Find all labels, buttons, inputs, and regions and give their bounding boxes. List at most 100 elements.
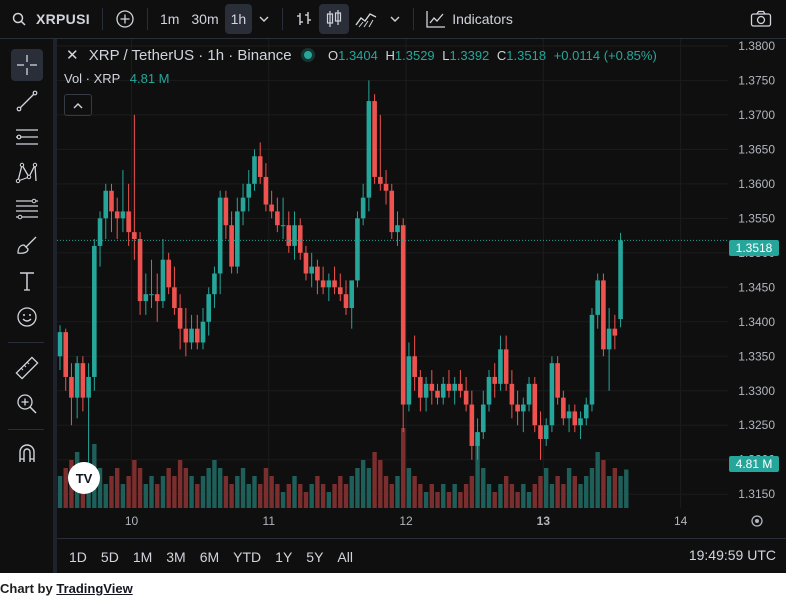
volume-bar	[115, 468, 120, 508]
tradingview-logo[interactable]: TV	[68, 462, 100, 494]
brush-tool-button[interactable]	[11, 229, 43, 261]
candle-body	[120, 211, 126, 219]
candle-body	[400, 225, 406, 405]
candle-body	[343, 294, 349, 308]
range-1d[interactable]: 1D	[69, 548, 87, 565]
range-ytd[interactable]: YTD	[233, 548, 262, 565]
volume-bar	[595, 452, 600, 508]
zoom-in-tool-button[interactable]	[11, 388, 43, 420]
volume-bar	[57, 476, 63, 508]
tradingview-link[interactable]: TradingView	[56, 581, 133, 596]
y-tick-label: 1.3450	[738, 280, 775, 294]
axis-settings-button[interactable]	[751, 515, 763, 527]
emoji-tool-button[interactable]	[11, 301, 43, 333]
range-5d[interactable]: 5D	[100, 548, 119, 565]
candle-body	[532, 383, 538, 426]
candle-body	[509, 383, 515, 405]
drawing-toolbar	[0, 39, 57, 573]
volume-bar	[217, 468, 223, 508]
volume-bar	[137, 468, 143, 508]
search-icon	[12, 12, 26, 26]
volume-bar	[515, 492, 520, 508]
chevron-down-icon	[259, 16, 269, 22]
utc-clock[interactable]: 19:49:59 UTC	[688, 547, 776, 563]
range-3m[interactable]: 3M	[166, 548, 186, 565]
volume-bar	[349, 476, 354, 508]
compare-add-button[interactable]	[109, 4, 141, 34]
range-all[interactable]: All	[337, 548, 353, 565]
trend-line-tool-button[interactable]	[11, 85, 43, 117]
candle-body	[543, 425, 549, 440]
candle-body	[280, 225, 286, 227]
indicators-button[interactable]: Indicators	[420, 4, 525, 34]
volume-bar	[435, 492, 440, 508]
volume-bar	[412, 476, 417, 508]
text-tool-button[interactable]	[11, 265, 43, 297]
legend-collapse-button[interactable]	[64, 94, 92, 116]
candle-body	[606, 328, 612, 350]
close-series-icon[interactable]: ✕	[66, 47, 79, 64]
zoom-in-icon	[17, 394, 37, 414]
candle-body	[583, 404, 589, 419]
interval-dropdown[interactable]	[252, 4, 276, 34]
ruler-tool-button[interactable]	[11, 352, 43, 384]
volume-bar	[109, 476, 114, 508]
volume-bar	[475, 444, 480, 508]
volume-bar	[303, 492, 309, 508]
volume-bar	[458, 492, 463, 508]
volume-bar	[320, 484, 326, 508]
candles-chart-type-button[interactable]	[319, 4, 350, 34]
bar-chart-type-button[interactable]	[289, 4, 319, 34]
price-chart[interactable]: 1.3800 1.3750 1.3700 1.3650 1.3600 1.3550 1.35…	[57, 39, 786, 537]
candle-body	[561, 397, 566, 419]
area-chart-type-button[interactable]	[349, 4, 383, 34]
interval-1m[interactable]: 1m	[159, 11, 180, 27]
indicators-icon	[426, 11, 446, 28]
volume-bar	[406, 468, 412, 508]
crosshair-tool-button[interactable]	[11, 49, 43, 81]
candle-body	[526, 383, 532, 405]
candle-body	[160, 259, 166, 302]
candle-body	[257, 156, 263, 177]
volume-bar	[503, 476, 509, 508]
range-5y[interactable]: 5Y	[306, 548, 324, 565]
candle-body	[212, 273, 217, 295]
y-tick-label: 1.3350	[738, 349, 775, 363]
y-tick-label: 1.3150	[738, 487, 775, 501]
volume-bar	[143, 484, 148, 508]
candle-body	[177, 307, 183, 329]
candle-body	[240, 197, 246, 212]
candle-body	[406, 356, 412, 405]
candle-body	[57, 332, 63, 357]
interval-30m[interactable]: 30m	[191, 11, 219, 27]
range-1y[interactable]: 1Y	[275, 548, 293, 565]
candle-body	[440, 383, 446, 398]
volume-bar	[561, 484, 566, 508]
y-tick-label: 1.3300	[738, 384, 775, 398]
range-1m[interactable]: 1M	[132, 548, 153, 565]
fib-tool-button[interactable]	[11, 193, 43, 225]
x-tick-label: 13	[537, 514, 551, 528]
time-axis[interactable]: 10 11 12 13 14	[125, 514, 688, 528]
volume-bar	[521, 484, 526, 508]
volume-bar	[498, 484, 503, 508]
volume-bar	[332, 484, 337, 508]
pattern-tool-button[interactable]	[11, 157, 43, 189]
candles-icon	[327, 10, 342, 27]
volume-bar	[452, 484, 457, 508]
high-value: 1.3529	[394, 48, 435, 63]
price-axis[interactable]: 1.38001.37501.37001.36501.36001.35501.35…	[738, 39, 775, 501]
horizontal-lines-tool-button[interactable]	[11, 121, 43, 153]
magnet-tool-button[interactable]	[11, 437, 43, 469]
range-6m[interactable]: 6M	[199, 548, 220, 565]
volume-bar	[206, 468, 211, 508]
top-toolbar: XRPUSI 1m 30m 1h Indicators	[0, 0, 786, 39]
symbol-search[interactable]: XRPUSI	[0, 0, 96, 38]
volume-label: Vol · XRP	[64, 71, 121, 86]
chart-type-dropdown[interactable]	[383, 4, 407, 34]
interval-1h[interactable]: 1h	[224, 4, 253, 34]
screenshot-button[interactable]	[744, 4, 778, 34]
candle-body	[435, 390, 440, 398]
volume-bar	[120, 484, 126, 508]
candle-body	[86, 376, 91, 398]
